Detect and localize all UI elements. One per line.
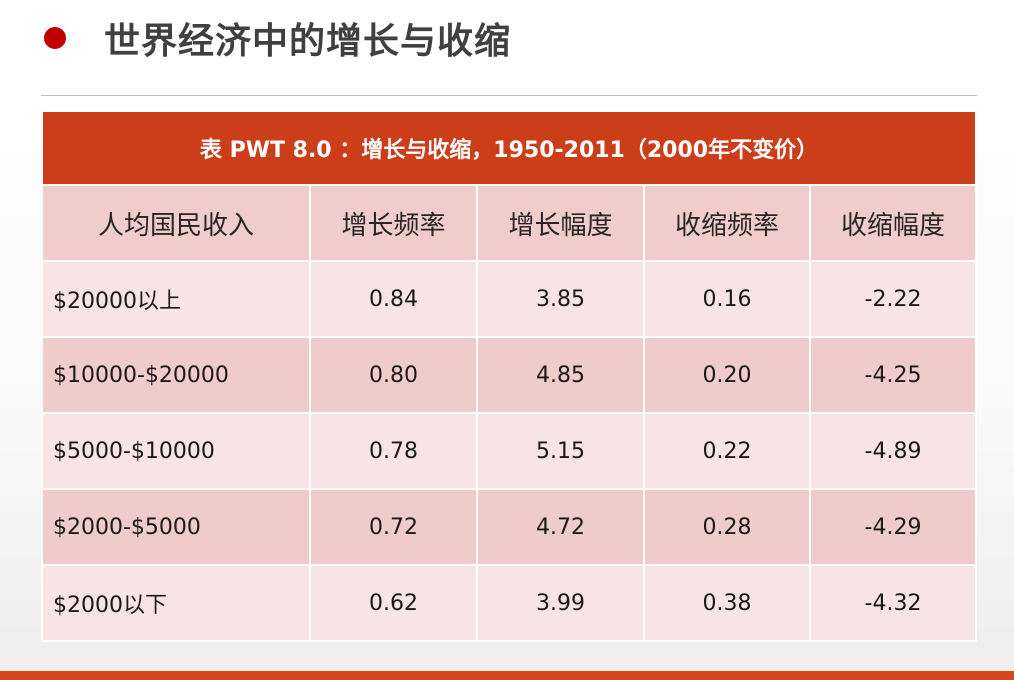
contraction-magnitude-cell: -2.22 — [808, 260, 978, 338]
growth-frequency-cell: 0.84 — [309, 260, 478, 338]
bottom-accent-bar — [0, 671, 1014, 680]
table-row: $20000以上 0.84 3.85 0.16 -2.22 — [41, 260, 978, 338]
column-header-income: 人均国民收入 — [41, 184, 311, 262]
bullet-dot-icon — [44, 27, 66, 49]
contraction-frequency-cell: 0.38 — [643, 564, 811, 642]
data-table: 表 PWT 8.0 ：增长与收缩，1950-2011（2000年不变价） 人均国… — [40, 110, 978, 642]
growth-magnitude-cell: 3.85 — [476, 260, 645, 338]
table-row: $2000-$5000 0.72 4.72 0.28 -4.29 — [41, 488, 978, 566]
growth-magnitude-cell: 4.72 — [476, 488, 645, 566]
column-header-growth-frequency: 增长频率 — [309, 184, 478, 262]
income-cell: $10000-$20000 — [41, 336, 311, 414]
growth-frequency-cell: 0.78 — [309, 412, 478, 490]
contraction-magnitude-cell: -4.32 — [808, 564, 978, 642]
growth-frequency-cell: 0.62 — [309, 564, 478, 642]
column-header-growth-magnitude: 增长幅度 — [476, 184, 645, 262]
income-cell: $20000以上 — [41, 260, 311, 338]
contraction-frequency-cell: 0.28 — [643, 488, 811, 566]
title-divider — [41, 95, 977, 96]
page-title: 世界经济中的增长与收缩 — [104, 21, 512, 62]
slide-title: 世界经济中的增长与收缩 — [40, 12, 511, 64]
contraction-magnitude-cell: -4.29 — [808, 488, 978, 566]
contraction-frequency-cell: 0.20 — [643, 336, 811, 414]
growth-magnitude-cell: 3.99 — [476, 564, 645, 642]
table-row: $10000-$20000 0.80 4.85 0.20 -4.25 — [41, 336, 978, 414]
table-caption: 表 PWT 8.0 ：增长与收缩，1950-2011（2000年不变价） — [40, 110, 978, 186]
column-header-contraction-magnitude: 收缩幅度 — [808, 184, 978, 262]
growth-magnitude-cell: 4.85 — [476, 336, 645, 414]
growth-frequency-cell: 0.80 — [309, 336, 478, 414]
contraction-frequency-cell: 0.16 — [643, 260, 811, 338]
income-cell: $2000以下 — [41, 564, 311, 642]
contraction-frequency-cell: 0.22 — [643, 412, 811, 490]
growth-magnitude-cell: 5.15 — [476, 412, 645, 490]
table-row: $5000-$10000 0.78 5.15 0.22 -4.89 — [41, 412, 978, 490]
contraction-magnitude-cell: -4.89 — [808, 412, 978, 490]
income-cell: $2000-$5000 — [41, 488, 311, 566]
growth-frequency-cell: 0.72 — [309, 488, 478, 566]
contraction-magnitude-cell: -4.25 — [808, 336, 978, 414]
table-row: $2000以下 0.62 3.99 0.38 -4.32 — [41, 564, 978, 642]
income-cell: $5000-$10000 — [41, 412, 311, 490]
column-header-contraction-frequency: 收缩频率 — [643, 184, 811, 262]
